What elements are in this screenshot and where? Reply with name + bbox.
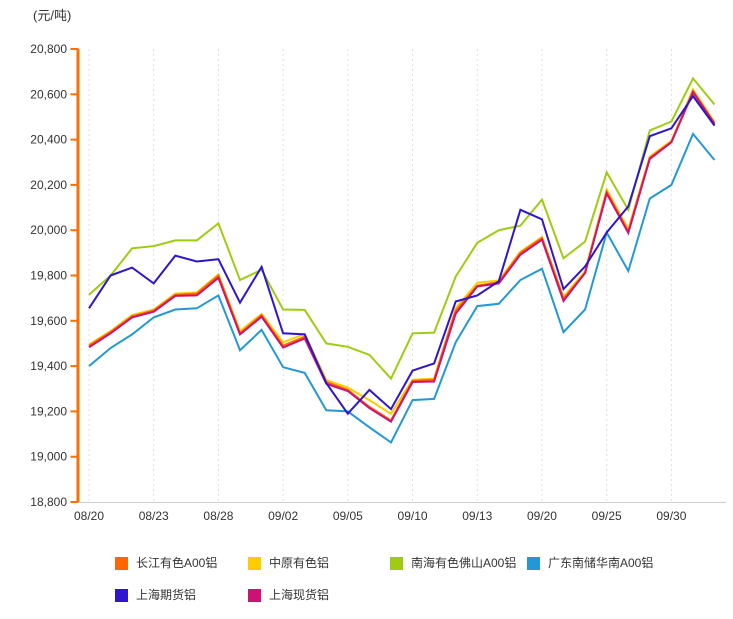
y-axis-tick-mark bbox=[70, 365, 79, 368]
legend-swatch-shanghai-spot bbox=[248, 588, 261, 602]
y-axis-tick-mark bbox=[70, 183, 79, 186]
x-axis-tick-label: 09/20 bbox=[527, 509, 557, 523]
y-axis-tick-label: 20,000 bbox=[30, 223, 67, 237]
legend-item-changjiang: 长江有色A00铝 bbox=[115, 556, 217, 570]
legend-label-zhongyuan: 中原有色铝 bbox=[269, 556, 330, 570]
y-axis-tick-label: 20,600 bbox=[30, 87, 67, 101]
legend-label-guangdong: 广东南储华南A00铝 bbox=[548, 556, 654, 570]
series-line-4 bbox=[88, 94, 716, 416]
y-axis-tick-mark bbox=[70, 501, 79, 503]
legend-item-nanhai: 南海有色佛山A00铝 bbox=[390, 556, 516, 570]
x-axis-tick-label: 09/25 bbox=[592, 509, 622, 523]
series-line-1 bbox=[88, 87, 716, 416]
legend-swatch-changjiang bbox=[115, 556, 128, 570]
price-chart: 08/20 08/23 08/28 09/02 09/05 09/10 09/13 09/20… bbox=[30, 8, 726, 523]
y-axis-tick-label: 19,400 bbox=[30, 359, 67, 373]
y-axis-tick-label: 20,200 bbox=[30, 178, 67, 192]
y-axis-line bbox=[76, 49, 80, 502]
y-axis-tick-label: 19,800 bbox=[30, 269, 67, 283]
legend-swatch-shfe-futures bbox=[115, 588, 128, 602]
y-axis-tick-label: 20,400 bbox=[30, 133, 67, 147]
y-axis-tick-label: 19,200 bbox=[30, 404, 67, 418]
y-axis-tick-label: 19,000 bbox=[30, 450, 67, 464]
y-axis-tick-mark bbox=[70, 48, 79, 50]
x-axis-tick-label: 09/02 bbox=[268, 509, 298, 523]
x-axis-tick-label: 09/13 bbox=[462, 509, 492, 523]
x-axis-tick-label: 08/20 bbox=[74, 509, 104, 523]
x-axis-tick-label: 09/05 bbox=[333, 509, 363, 523]
legend-swatch-guangdong bbox=[527, 556, 540, 570]
legend-swatch-nanhai bbox=[390, 556, 403, 570]
legend-swatch-zhongyuan bbox=[248, 556, 261, 570]
legend-label-shanghai-spot: 上海现货铝 bbox=[269, 588, 330, 602]
x-axis-tick-label: 08/23 bbox=[139, 509, 169, 523]
legend-label-changjiang: 长江有色A00铝 bbox=[136, 556, 218, 570]
y-axis-tick-mark bbox=[70, 319, 79, 322]
y-axis-tick-mark bbox=[70, 410, 79, 413]
series-line-2 bbox=[88, 76, 716, 381]
y-axis-unit-label: (元/吨) bbox=[33, 8, 71, 23]
legend-label-shfe-futures: 上海期货铝 bbox=[136, 588, 197, 602]
legend-item-zhongyuan: 中原有色铝 bbox=[248, 556, 329, 570]
legend-item-shanghai-spot: 上海现货铝 bbox=[248, 588, 329, 602]
x-axis-tick-label: 09/10 bbox=[398, 509, 428, 523]
y-axis-tick-mark bbox=[70, 229, 79, 232]
series-line-3 bbox=[88, 131, 716, 444]
y-axis-tick-mark bbox=[70, 274, 79, 277]
y-axis-tick-label: 20,800 bbox=[30, 42, 67, 56]
legend-item-guangdong: 广东南储华南A00铝 bbox=[527, 556, 653, 570]
legend-label-nanhai: 南海有色佛山A00铝 bbox=[411, 556, 517, 570]
legend-item-shfe-futures: 上海期货铝 bbox=[115, 588, 196, 602]
y-axis-tick-label: 18,800 bbox=[30, 495, 67, 509]
x-axis-tick-label: 08/28 bbox=[203, 509, 233, 523]
y-axis-tick-mark bbox=[70, 455, 79, 458]
x-axis-tick-label: 09/30 bbox=[656, 509, 686, 523]
y-axis-tick-mark bbox=[70, 93, 79, 96]
series-line-5 bbox=[88, 89, 716, 424]
y-axis-tick-label: 19,600 bbox=[30, 314, 67, 328]
y-axis-tick-mark bbox=[70, 138, 79, 141]
